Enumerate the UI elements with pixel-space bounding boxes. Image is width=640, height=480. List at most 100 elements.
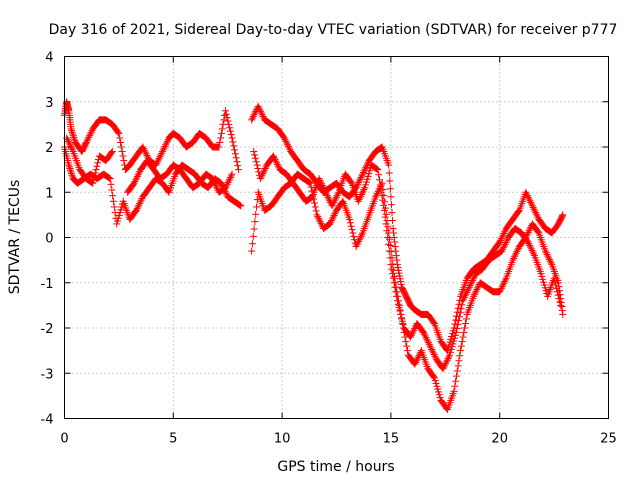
data-point bbox=[457, 342, 465, 350]
data-point bbox=[347, 222, 355, 230]
data-point bbox=[551, 278, 559, 286]
data-point bbox=[458, 338, 466, 346]
data-point bbox=[316, 176, 324, 184]
data-point bbox=[460, 295, 468, 303]
data-point bbox=[403, 342, 411, 350]
data-point bbox=[450, 387, 458, 395]
data-point bbox=[532, 209, 540, 217]
data-point bbox=[384, 240, 392, 248]
data-point bbox=[67, 168, 75, 176]
data-point bbox=[454, 321, 462, 329]
data-point bbox=[558, 303, 566, 311]
data-point bbox=[523, 190, 531, 198]
data-point bbox=[330, 211, 338, 219]
data-point bbox=[391, 243, 399, 251]
data-point bbox=[226, 175, 234, 183]
y-tick-label: -2 bbox=[41, 322, 54, 337]
data-point bbox=[236, 201, 244, 209]
data-point bbox=[525, 227, 533, 235]
data-point bbox=[411, 325, 419, 333]
data-point bbox=[555, 295, 563, 303]
data-point bbox=[409, 328, 417, 336]
data-point bbox=[461, 292, 469, 300]
data-point bbox=[331, 197, 339, 205]
data-point bbox=[421, 332, 429, 340]
data-point bbox=[412, 357, 420, 365]
data-point bbox=[468, 278, 476, 286]
data-point bbox=[466, 282, 474, 290]
data-point bbox=[140, 146, 148, 154]
data-point bbox=[502, 239, 510, 247]
x-tick-label: 5 bbox=[169, 432, 177, 447]
data-point bbox=[226, 124, 234, 132]
data-point bbox=[392, 247, 400, 255]
data-point bbox=[93, 162, 101, 170]
data-point bbox=[306, 179, 314, 187]
data-point bbox=[543, 250, 551, 258]
data-point bbox=[392, 288, 400, 296]
data-point bbox=[546, 257, 554, 265]
data-point bbox=[272, 157, 280, 165]
data-point bbox=[527, 245, 535, 253]
data-point bbox=[397, 310, 405, 318]
data-point bbox=[372, 193, 380, 201]
data-point bbox=[228, 134, 236, 142]
data-point bbox=[117, 138, 125, 146]
data-point bbox=[361, 165, 369, 173]
data-point bbox=[83, 137, 91, 145]
data-point bbox=[273, 159, 281, 167]
data-point bbox=[70, 135, 78, 143]
data-point bbox=[558, 306, 566, 314]
data-point bbox=[67, 125, 75, 133]
data-point bbox=[353, 241, 361, 249]
data-point bbox=[525, 240, 533, 248]
data-point bbox=[440, 363, 448, 371]
data-point bbox=[399, 321, 407, 329]
data-point bbox=[232, 154, 240, 162]
data-point bbox=[118, 148, 126, 156]
data-point bbox=[528, 200, 536, 208]
data-point bbox=[131, 178, 139, 186]
data-point bbox=[424, 337, 432, 345]
data-point bbox=[331, 195, 339, 203]
data-point bbox=[217, 134, 225, 142]
data-point bbox=[420, 329, 428, 337]
data-point bbox=[251, 109, 259, 117]
data-point bbox=[501, 240, 509, 248]
data-point bbox=[134, 203, 142, 211]
data-point bbox=[496, 238, 504, 246]
data-point bbox=[442, 358, 450, 366]
data-point bbox=[375, 176, 383, 184]
y-tick-label: 4 bbox=[45, 51, 53, 66]
data-point bbox=[69, 132, 77, 140]
data-point bbox=[501, 278, 509, 286]
data-point bbox=[358, 172, 366, 180]
data-point bbox=[252, 210, 260, 218]
data-point bbox=[462, 315, 470, 323]
data-point bbox=[531, 207, 539, 215]
data-point bbox=[154, 156, 162, 164]
data-point bbox=[372, 164, 380, 172]
data-point bbox=[90, 176, 98, 184]
data-point bbox=[330, 198, 338, 206]
data-point bbox=[310, 199, 318, 207]
data-point bbox=[456, 296, 464, 304]
data-point bbox=[115, 129, 123, 137]
data-point bbox=[250, 225, 258, 233]
data-point bbox=[70, 133, 78, 141]
data-point bbox=[459, 333, 467, 341]
data-point bbox=[383, 217, 391, 225]
data-point bbox=[222, 189, 230, 197]
data-point bbox=[471, 289, 479, 297]
data-point bbox=[464, 287, 472, 295]
x-tick-label: 0 bbox=[60, 432, 68, 447]
data-point bbox=[110, 203, 118, 211]
data-point bbox=[472, 287, 480, 295]
data-point bbox=[317, 178, 325, 186]
chart-title: Day 316 of 2021, Sidereal Day-to-day VTE… bbox=[49, 22, 618, 38]
data-point bbox=[530, 205, 538, 213]
data-point bbox=[381, 198, 389, 206]
data-point bbox=[156, 153, 164, 161]
data-point bbox=[332, 193, 340, 201]
data-point bbox=[284, 142, 292, 150]
